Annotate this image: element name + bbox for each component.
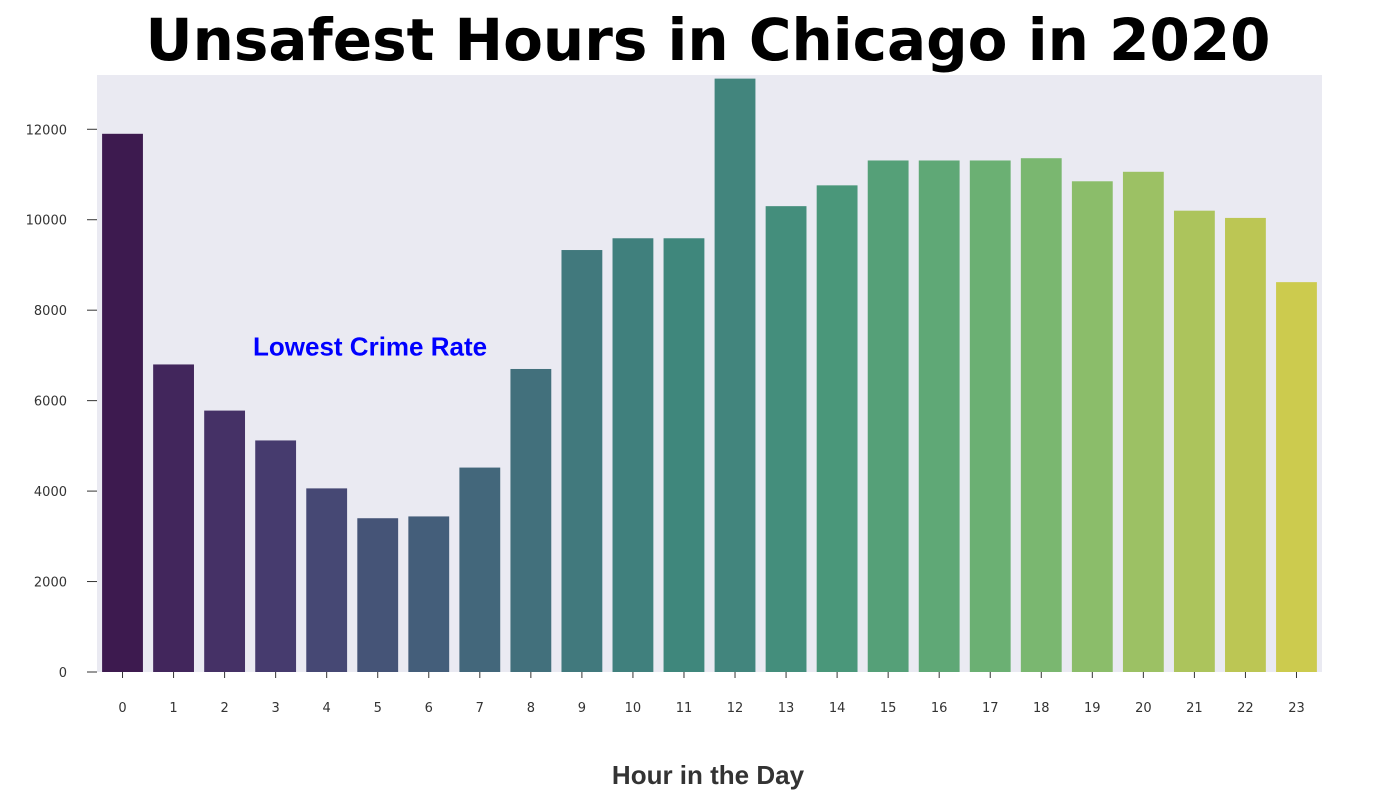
- x-tick-label: 9: [578, 701, 586, 716]
- x-tick-label: 13: [778, 701, 795, 716]
- x-tick-label: 21: [1186, 701, 1203, 716]
- bar-hour-0: [102, 133, 143, 673]
- x-tick-label: 15: [880, 701, 897, 716]
- bars-group: [102, 78, 1317, 673]
- x-tick-label: 3: [272, 701, 280, 716]
- bar-hour-20: [1122, 171, 1164, 673]
- y-tick-label: 12000: [26, 123, 67, 138]
- bar-hour-1: [153, 364, 194, 672]
- chart-title: Unsafest Hours in Chicago in 2020: [145, 6, 1270, 74]
- x-tick-label: 22: [1237, 701, 1254, 716]
- bar-hour-17: [969, 160, 1011, 673]
- x-tick-label: 2: [220, 701, 228, 716]
- bar-hour-21: [1173, 210, 1215, 672]
- y-tick-label: 0: [59, 666, 67, 681]
- x-tick-label: 19: [1084, 701, 1101, 716]
- bar-hour-3: [255, 440, 297, 672]
- y-tick-label: 8000: [34, 304, 67, 319]
- x-tick-label: 5: [374, 701, 382, 716]
- bar-hour-2: [204, 410, 246, 672]
- x-tick-label: 4: [323, 701, 331, 716]
- bar-hour-16: [918, 160, 960, 673]
- bar-hour-5: [357, 518, 399, 672]
- y-tick-label: 10000: [26, 214, 67, 229]
- bar-hour-11: [663, 238, 705, 672]
- x-tick-label: 7: [476, 701, 484, 716]
- x-tick-label: 8: [527, 701, 535, 716]
- x-tick-label: 23: [1288, 701, 1305, 716]
- x-tick-label: 0: [118, 701, 126, 716]
- y-axis: 0 2000 4000 6000 8000 10000 12000: [26, 123, 97, 681]
- bar-hour-19: [1071, 181, 1113, 672]
- bar-hour-9: [561, 250, 603, 672]
- bar-hour-23: [1276, 282, 1317, 672]
- x-tick-label: 1: [169, 701, 177, 716]
- x-tick-label: 18: [1033, 701, 1050, 716]
- bar-hour-6: [408, 516, 450, 672]
- x-tick-label: 17: [982, 701, 999, 716]
- bar-hour-7: [459, 467, 501, 672]
- x-tick-label: 10: [625, 701, 642, 716]
- x-tick-label: 14: [829, 701, 846, 716]
- x-axis-label: Hour in the Day: [612, 760, 805, 790]
- x-tick-label: 12: [727, 701, 744, 716]
- y-tick-label: 4000: [34, 485, 67, 500]
- bar-hour-12: [714, 78, 756, 673]
- bar-hour-18: [1020, 158, 1062, 673]
- x-axis: 0 1 2 3 4 5 6 7 8 9 10 11 12 13 14 15 16 17 18 19 20 21 22 23: [118, 672, 1305, 716]
- bar-hour-13: [765, 206, 807, 672]
- x-tick-label: 16: [931, 701, 948, 716]
- plot-background: [97, 75, 1322, 672]
- bar-hour-8: [510, 368, 552, 672]
- y-tick-label: 2000: [34, 576, 67, 591]
- x-tick-label: 11: [676, 701, 693, 716]
- bar-hour-22: [1225, 217, 1266, 673]
- x-tick-label: 20: [1135, 701, 1152, 716]
- annotation-lowest-crime-rate: Lowest Crime Rate: [253, 331, 487, 361]
- x-tick-label: 6: [425, 701, 433, 716]
- bar-hour-14: [816, 185, 858, 672]
- bar-hour-10: [612, 238, 654, 672]
- y-tick-label: 6000: [34, 395, 67, 410]
- bar-hour-4: [306, 488, 348, 672]
- bar-hour-15: [867, 160, 909, 673]
